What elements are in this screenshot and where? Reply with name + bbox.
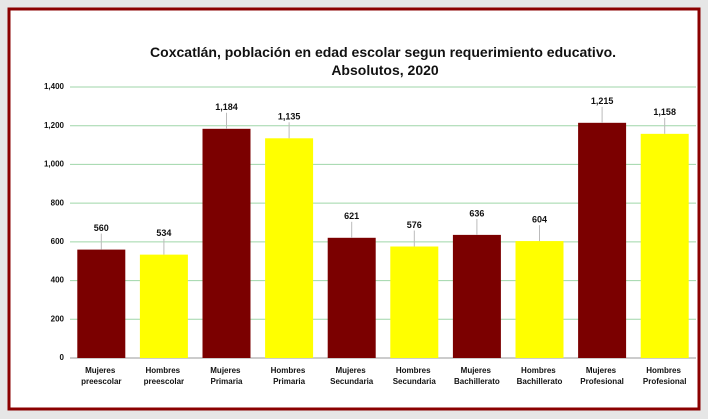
bar [327,237,376,358]
x-tick-label: Hombres Primaria [271,366,308,386]
value-label: 1,215 [591,96,614,106]
y-tick-label: 1,400 [44,82,65,91]
bar [390,246,439,358]
value-label: 604 [532,214,547,224]
y-tick-label: 800 [51,198,65,207]
y-tick-label: 0 [60,353,65,362]
y-tick-label: 1,200 [44,121,65,130]
bar [77,249,126,358]
value-label: 1,158 [653,107,676,117]
x-tick-label: Mujeres Primaria [210,366,243,386]
y-tick-label: 600 [51,237,65,246]
x-tick-label: Hombres Bachillerato [517,366,563,386]
x-tick-label: Hombres Secundaria [393,366,437,386]
x-tick-label: Mujeres Profesional [580,366,624,386]
value-label: 621 [344,211,359,221]
value-label: 1,184 [215,102,238,112]
value-label: 636 [469,208,484,218]
value-label: 1,135 [278,112,301,122]
x-tick-label: Mujeres Secundaria [330,366,374,386]
y-tick-label: 200 [51,314,65,323]
bar [452,234,501,358]
bar [139,254,188,358]
y-tick-label: 400 [51,276,65,285]
x-tick-label: Hombres preescolar [144,366,184,386]
bar [515,241,564,358]
bar [202,128,251,358]
bar [265,138,314,358]
bar [578,122,627,358]
y-tick-label: 1,000 [44,160,65,169]
value-label: 534 [156,228,171,238]
x-tick-label: Hombres Profesional [643,366,687,386]
x-tick-label: Mujeres Bachillerato [454,366,500,386]
chart-title: Coxcatlán, población en edad escolar seg… [150,44,620,78]
bar [640,133,689,358]
value-label: 576 [407,220,422,230]
value-label: 560 [94,223,109,233]
x-tick-label: Mujeres preescolar [81,366,121,386]
